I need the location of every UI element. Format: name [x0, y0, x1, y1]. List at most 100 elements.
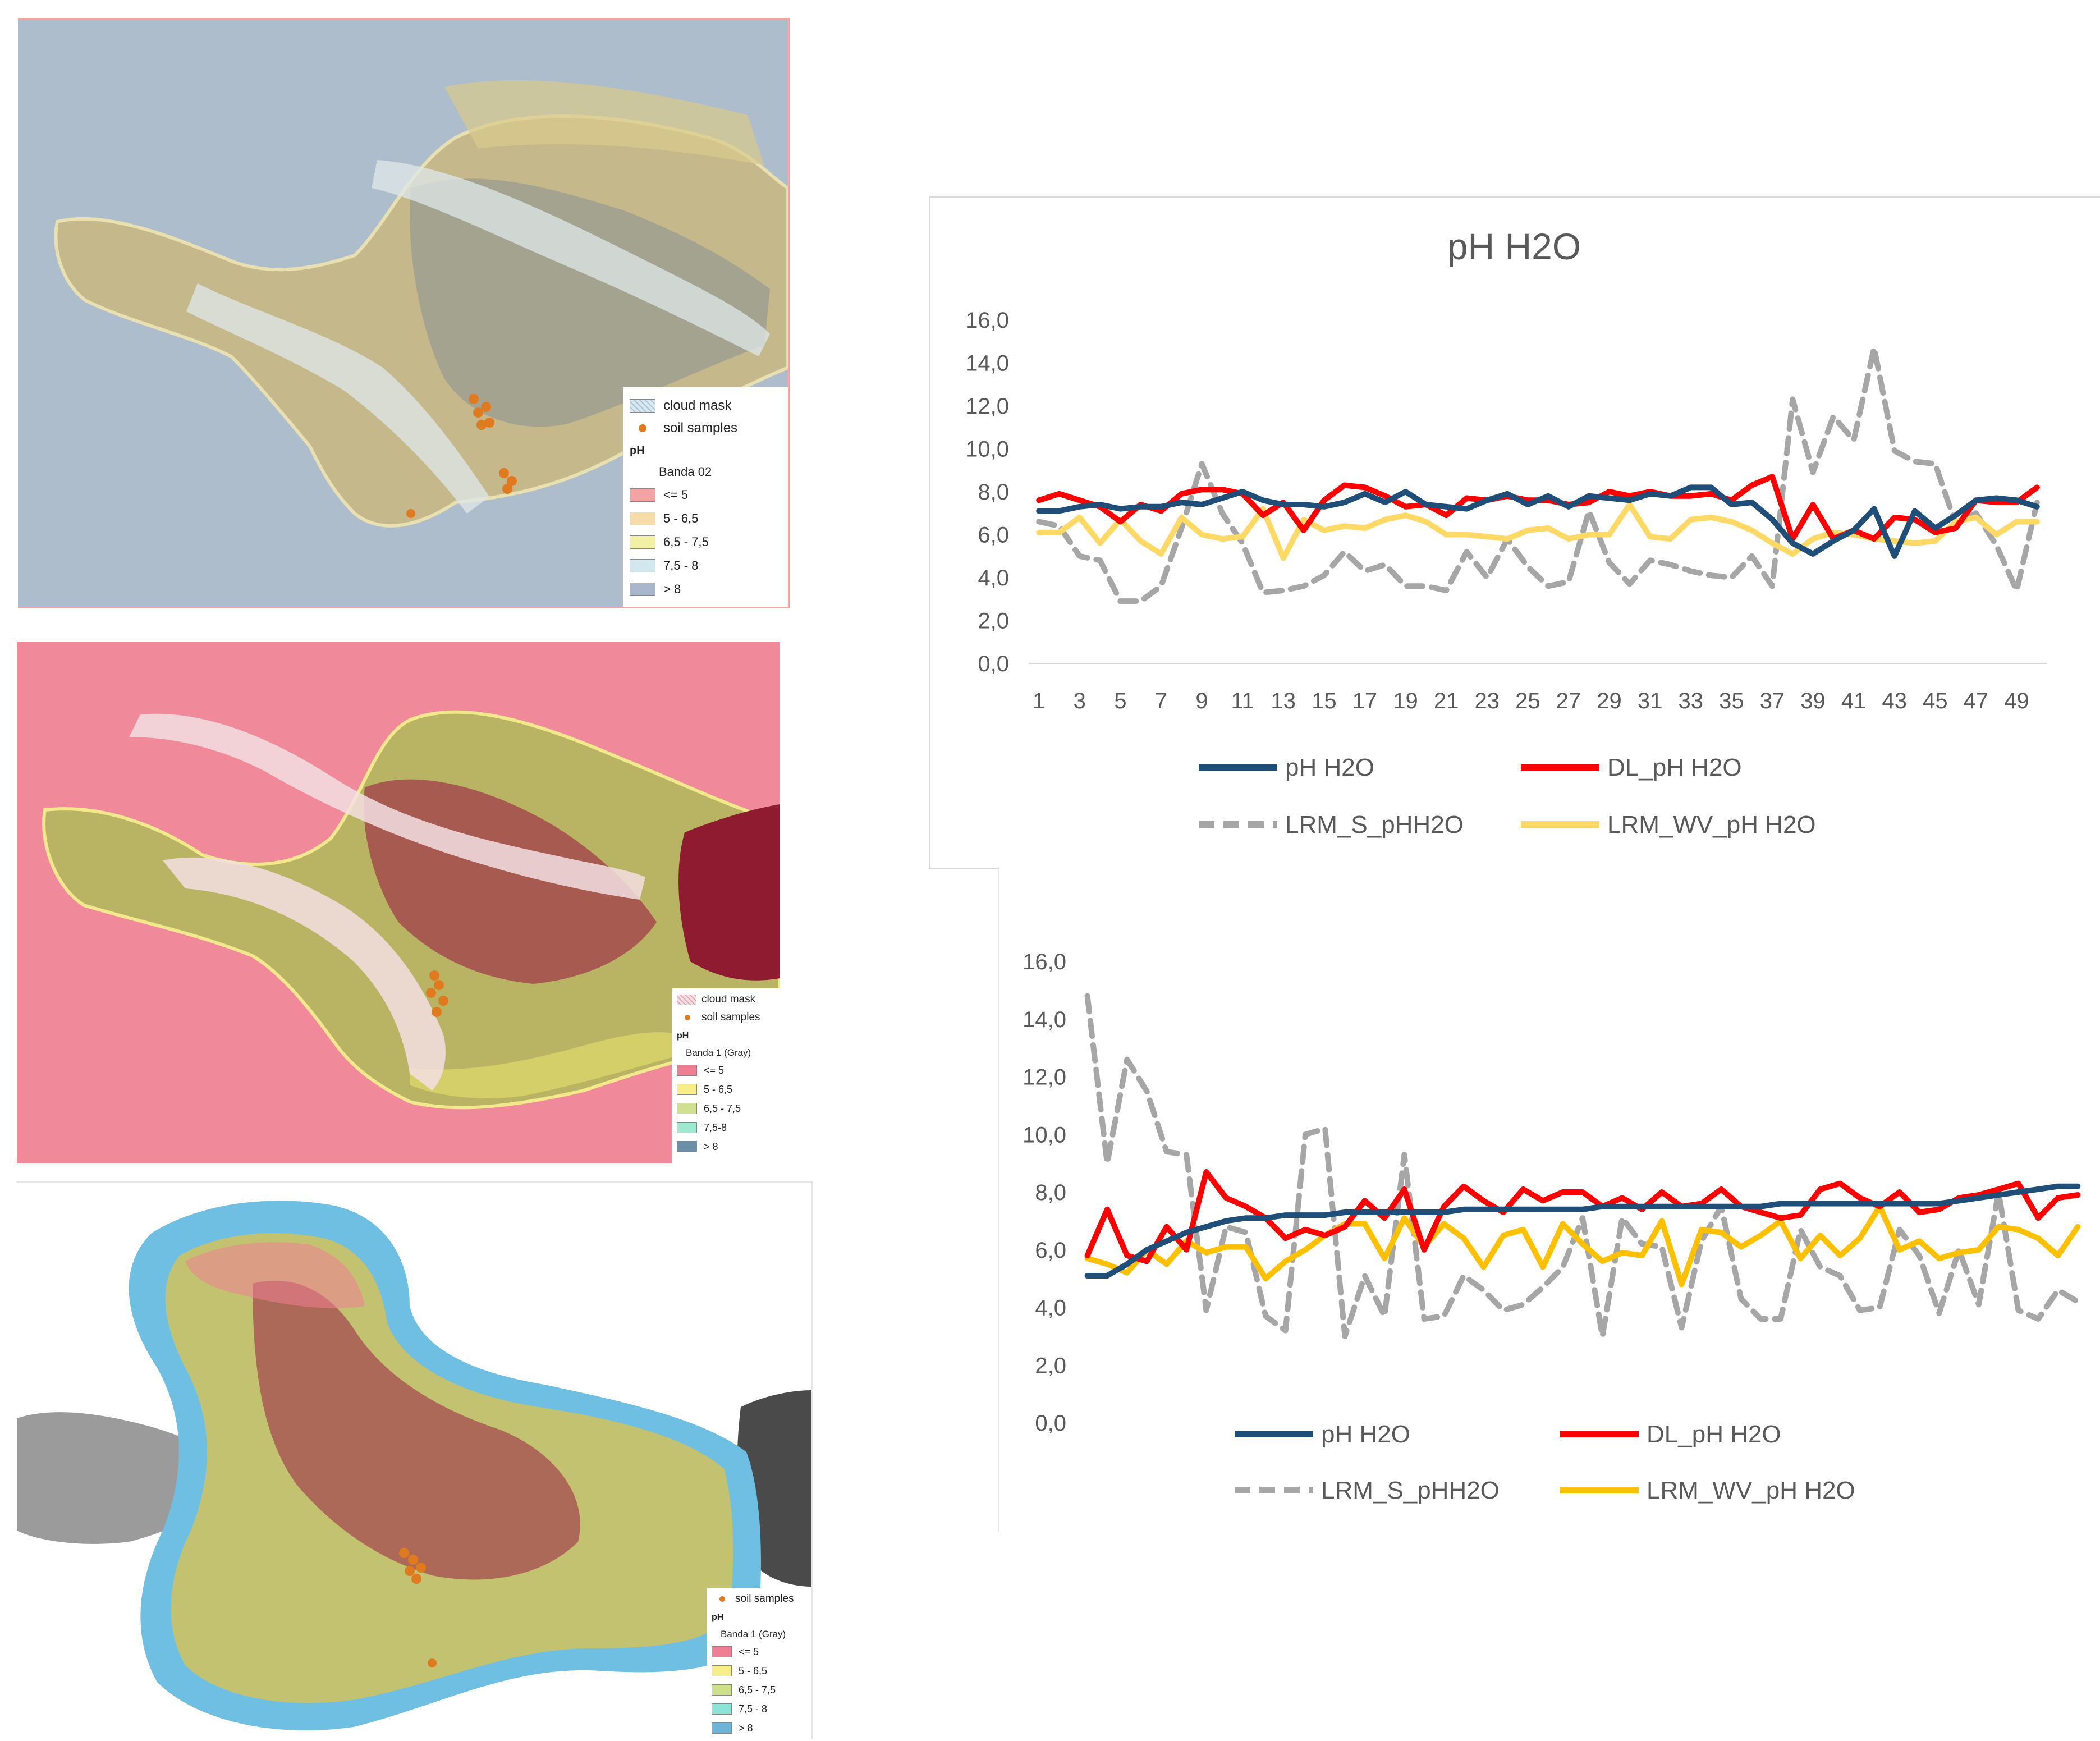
map-north-detail [185, 1242, 365, 1308]
x-tick-label: 7 [1155, 689, 1167, 713]
x-tick-label: 33 [1679, 689, 1704, 713]
series-line-lrm-s-phh2o [1084, 993, 2081, 1339]
legend-class-2-swatch [630, 512, 655, 525]
line-chart-ph-h2o-sorted: 0,0 2,0 4,0 6,0 8,0 10,0 12,0 14,0 16,0 pH H2O DL… [1023, 950, 2081, 1504]
map-panel-top: cloud mask soil samples pH Banda 02 <= 5… [18, 18, 790, 608]
y-tick-label: 2,0 [1035, 1353, 1066, 1378]
x-tick-label: 37 [1760, 689, 1785, 713]
series-line-lrm-s-phh2o [1036, 345, 2040, 604]
x-tick-label: 29 [1597, 689, 1622, 713]
series-line-ph-h2o [1084, 1183, 2081, 1279]
x-tick-label: 47 [1964, 689, 1989, 713]
x-tick-label: 17 [1352, 689, 1378, 713]
legend-class-1-label: <= 5 [739, 1646, 759, 1657]
legend-label-ph-h2o: pH H2O [1285, 754, 1374, 781]
y-tick-label: 4,0 [1035, 1296, 1066, 1321]
map-legend: cloud mask soil samples pH Banda 02 <= 5… [623, 387, 788, 607]
legend-class-3-swatch [630, 535, 655, 549]
legend-soil-samples-label: soil samples [735, 1593, 794, 1605]
cloud-mask-band [186, 160, 770, 514]
x-tick-label: 43 [1882, 689, 1908, 713]
chart-panel-top: pH H2O 0,0 2,0 4,0 6,0 8,0 10,0 12,0 14,0 16,0 1… [929, 196, 2100, 869]
legend-band-label: Banda 1 (Gray) [686, 1047, 751, 1058]
legend-class-2-label: 5 - 6,5 [739, 1665, 768, 1676]
legend-class-4-swatch [630, 559, 655, 572]
legend-class-5-swatch [630, 583, 655, 596]
legend-class-5-label: > 8 [739, 1722, 753, 1734]
y-tick-label: 0,0 [978, 652, 1009, 676]
legend-band-label: Banda 02 [659, 465, 712, 479]
legend-label-lrm-wv-ph-h2o: LRM_WV_pH H2O [1647, 1477, 1855, 1504]
y-tick-label: 8,0 [978, 480, 1009, 505]
y-tick-label: 2,0 [978, 609, 1009, 634]
legend-class-1-label: <= 5 [704, 1064, 725, 1076]
legend-soil-samples-label: soil samples [701, 1011, 760, 1023]
legend-cloud-mask-swatch [677, 995, 696, 1005]
legend-label-lrm-s-phh2o: LRM_S_pHH2O [1321, 1477, 1500, 1504]
x-tick-label: 23 [1475, 689, 1500, 713]
legend-class-3-swatch [677, 1103, 697, 1114]
chart-panel-bottom: 0,0 2,0 4,0 6,0 8,0 10,0 12,0 14,0 16,0 pH H2O DL… [998, 867, 2100, 1532]
legend-soil-samples-label: soil samples [663, 420, 738, 436]
y-tick-label: 10,0 [1023, 1123, 1066, 1147]
legend-cloud-mask-swatch [630, 399, 655, 413]
map-legend: cloud mask soil samples pH Banda 1 (Gray… [672, 988, 780, 1163]
y-tick-label: 14,0 [1023, 1007, 1066, 1032]
y-tick-label: 6,0 [1035, 1238, 1066, 1263]
legend-class-2-label: 5 - 6,5 [663, 511, 699, 525]
legend-label-ph-h2o: pH H2O [1321, 1421, 1410, 1448]
y-tick-label: 12,0 [1023, 1065, 1066, 1090]
pH-map-image [17, 1183, 811, 1739]
legend-class-3-label: 6,5 - 7,5 [739, 1684, 776, 1696]
map-south-coast [410, 1032, 679, 1098]
chart-title: pH H2O [1447, 226, 1581, 267]
series-line-ph-h2o [1036, 484, 2040, 559]
y-tick-label: 4,0 [978, 566, 1009, 590]
y-tick-label: 12,0 [965, 394, 1009, 419]
x-tick-label: 25 [1515, 689, 1540, 713]
x-tick-label: 41 [1841, 689, 1867, 713]
map-land-detail [410, 178, 770, 427]
x-tick-label: 45 [1923, 689, 1948, 713]
map-legend: soil samples pH Banda 1 (Gray) <= 5 5 - … [707, 1588, 811, 1739]
legend-class-5-label: > 8 [704, 1140, 718, 1152]
legend-class-5-label: > 8 [663, 582, 681, 596]
legend-class-1-swatch [712, 1646, 732, 1657]
legend-class-2-swatch [677, 1084, 697, 1095]
x-tick-label: 31 [1638, 689, 1663, 713]
legend-variable-label: pH [630, 444, 645, 457]
x-tick-label: 21 [1434, 689, 1459, 713]
y-tick-label: 14,0 [965, 351, 1009, 376]
map-panel-bottom: soil samples pH Banda 1 (Gray) <= 5 5 - … [17, 1181, 813, 1739]
legend-class-5-swatch [677, 1141, 697, 1152]
legend-cloud-mask-label: cloud mask [663, 398, 732, 413]
legend-class-4-swatch [677, 1122, 697, 1133]
line-chart-ph-h2o: pH H2O 0,0 2,0 4,0 6,0 8,0 10,0 12,0 14,0 16,0 1… [965, 226, 2047, 839]
legend-label-dl-ph-h2o: DL_pH H2O [1607, 754, 1742, 781]
x-tick-label: 11 [1231, 689, 1254, 713]
y-tick-label: 10,0 [965, 437, 1009, 462]
x-tick-label: 13 [1271, 689, 1296, 713]
legend-class-1-swatch [630, 488, 655, 502]
legend-cloud-mask-label: cloud mask [701, 993, 756, 1005]
map-land-detail-2 [444, 80, 764, 166]
y-tick-label: 6,0 [978, 523, 1009, 548]
x-tick-label: 15 [1312, 689, 1337, 713]
x-tick-label: 1 [1033, 689, 1045, 713]
legend-variable-label: pH [712, 1612, 724, 1622]
pH-map-image [18, 20, 788, 607]
y-tick-label: 16,0 [965, 308, 1009, 333]
legend-class-4-label: 7,5-8 [704, 1121, 727, 1133]
legend-label-lrm-s-phh2o: LRM_S_pHH2O [1285, 811, 1464, 839]
legend-class-4-swatch [712, 1703, 732, 1715]
legend-label-dl-ph-h2o: DL_pH H2O [1647, 1421, 1781, 1448]
legend-class-3-swatch [712, 1684, 732, 1696]
x-tick-label: 5 [1114, 689, 1126, 713]
legend-soil-samples-swatch [719, 1596, 725, 1602]
legend-soil-samples-swatch [639, 424, 646, 432]
legend-class-3-label: 6,5 - 7,5 [663, 535, 709, 549]
x-tick-label: 49 [2004, 689, 2029, 713]
legend-band-label: Banda 1 (Gray) [721, 1629, 786, 1639]
soil-sample-points [406, 394, 517, 518]
soil-sample-points [426, 970, 448, 1017]
